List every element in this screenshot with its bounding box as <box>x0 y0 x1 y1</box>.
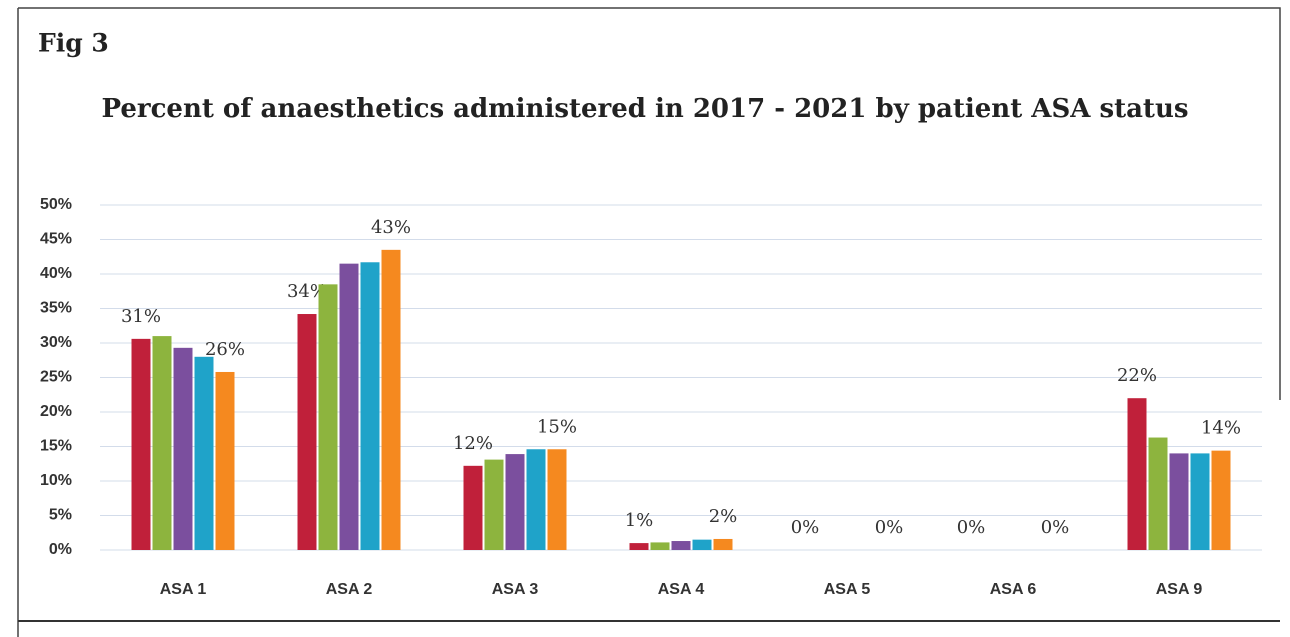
bar <box>318 284 338 550</box>
bar <box>547 449 567 550</box>
data-label: 26% <box>205 339 245 360</box>
x-tick-label: ASA 9 <box>1156 581 1203 598</box>
x-tick-label: ASA 5 <box>824 581 871 598</box>
bar <box>671 541 691 550</box>
bar <box>297 314 317 550</box>
bar <box>692 539 712 550</box>
y-tick-label: 20% <box>40 403 72 420</box>
data-label: 34% <box>287 281 327 302</box>
x-tick-label: ASA 2 <box>326 581 373 598</box>
data-label: 0% <box>957 517 986 538</box>
data-label: 12% <box>453 433 493 454</box>
bar <box>505 454 525 550</box>
bar <box>484 459 504 550</box>
data-label: 43% <box>371 217 411 238</box>
bar <box>629 543 649 550</box>
bar <box>152 336 172 550</box>
bar <box>381 249 401 550</box>
y-tick-label: 35% <box>40 300 72 317</box>
data-label: 15% <box>537 416 577 437</box>
data-label: 1% <box>625 510 654 531</box>
chart-title: Percent of anaesthetics administered in … <box>102 94 1189 124</box>
bar <box>360 262 380 550</box>
bar <box>1127 398 1147 550</box>
figure-label: Fig 3 <box>38 29 109 58</box>
bar <box>1211 450 1231 550</box>
bar <box>131 338 151 550</box>
x-tick-label: ASA 4 <box>658 581 705 598</box>
bar <box>1190 453 1210 550</box>
data-label: 0% <box>791 517 820 538</box>
data-label: 0% <box>1041 517 1070 538</box>
bar <box>339 263 359 550</box>
frame <box>17 7 1281 637</box>
data-label: 31% <box>121 306 161 327</box>
x-tick-label: ASA 1 <box>160 581 207 598</box>
bar <box>1148 437 1168 550</box>
bar <box>173 347 193 550</box>
y-tick-label: 5% <box>49 507 72 524</box>
y-tick-label: 40% <box>40 265 72 282</box>
y-tick-label: 45% <box>40 231 72 248</box>
y-tick-label: 50% <box>40 196 72 213</box>
data-label: 2% <box>709 506 738 527</box>
data-label: 22% <box>1117 365 1157 386</box>
x-tick-label: ASA 3 <box>492 581 539 598</box>
y-tick-label: 10% <box>40 472 72 489</box>
bar <box>463 465 483 550</box>
y-tick-label: 25% <box>40 369 72 386</box>
bar <box>194 356 214 550</box>
x-tick-label: ASA 6 <box>990 581 1037 598</box>
bar <box>215 371 235 550</box>
bar <box>526 449 546 550</box>
bar <box>713 538 733 550</box>
bar <box>1169 453 1189 550</box>
data-label: 0% <box>875 517 904 538</box>
data-label: 14% <box>1201 418 1241 439</box>
y-tick-label: 30% <box>40 334 72 351</box>
y-tick-label: 0% <box>49 541 72 558</box>
y-tick-label: 15% <box>40 438 72 455</box>
bar <box>650 542 670 550</box>
